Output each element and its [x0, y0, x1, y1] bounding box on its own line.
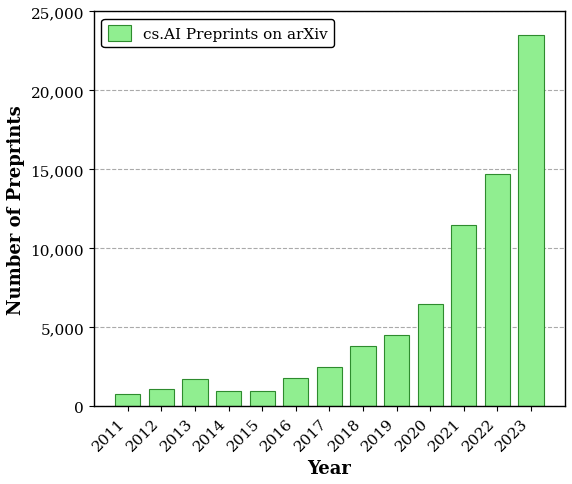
- Bar: [384, 335, 409, 407]
- Bar: [317, 367, 342, 407]
- Bar: [216, 392, 241, 407]
- Bar: [149, 389, 174, 407]
- Bar: [116, 394, 141, 407]
- Bar: [518, 36, 543, 407]
- Bar: [351, 347, 376, 407]
- Bar: [451, 225, 476, 407]
- X-axis label: Year: Year: [308, 459, 351, 477]
- Bar: [418, 304, 443, 407]
- Legend: cs.AI Preprints on arXiv: cs.AI Preprints on arXiv: [101, 20, 333, 48]
- Bar: [249, 391, 275, 407]
- Bar: [283, 378, 308, 407]
- Bar: [182, 379, 208, 407]
- Bar: [485, 175, 510, 407]
- Y-axis label: Number of Preprints: Number of Preprints: [7, 105, 25, 314]
